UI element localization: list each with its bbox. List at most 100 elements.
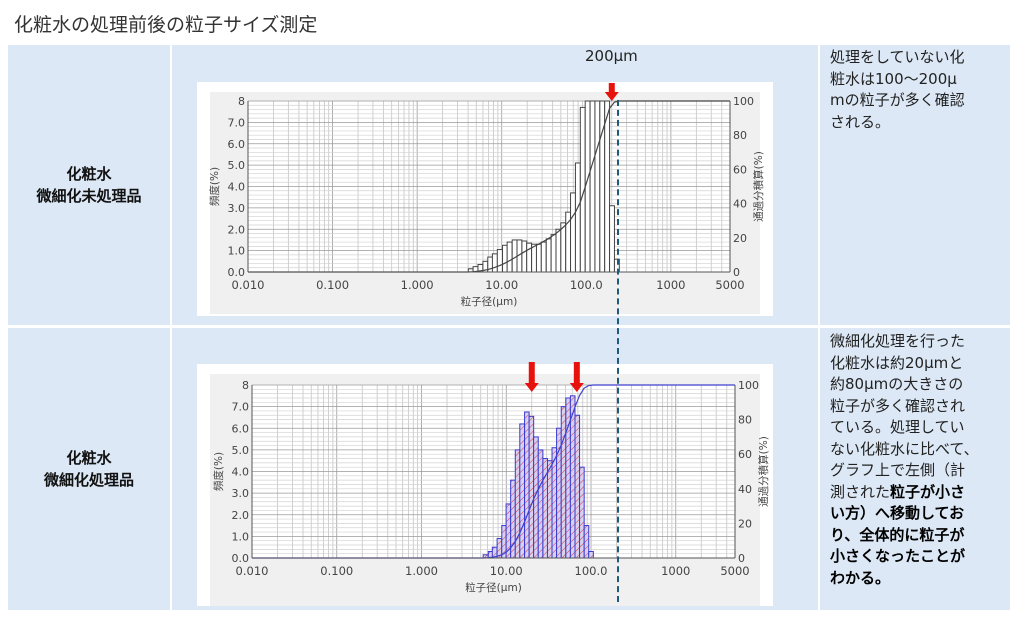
row-label-treated: 化粧水 微細化処理品	[8, 328, 170, 610]
histogram-bar	[506, 241, 513, 273]
y-tick-label: 8	[238, 95, 245, 108]
note-segment: い方）へ移動してお	[830, 504, 965, 522]
y-tick-label: 7.0	[232, 401, 250, 414]
note-segment: 小さくなったことが	[830, 547, 966, 565]
y-tick-label: 6.0	[228, 138, 246, 151]
note-line: ない化粧水に比べて、	[830, 439, 1010, 461]
x-tick-label: 1.000	[401, 278, 434, 292]
y-tick-label: 4.0	[228, 181, 246, 194]
histogram-bar	[555, 228, 562, 273]
y2-tick-label: 0	[738, 552, 745, 565]
x-tick-label: 10.00	[485, 278, 518, 292]
note-line: 粒子が多く確認され	[830, 396, 1010, 418]
histogram-bar	[560, 406, 567, 559]
note-line: 測された粒子が小さ	[830, 482, 1010, 504]
chart-panel-treated: 0.0 1.0 2.0 3.0 4.0 5.0 6.0 7.0 8 0 20 40 60 80 100 0.0…	[197, 364, 773, 606]
histogram-bar	[524, 411, 530, 559]
note-segment: 粧水は100〜200μ	[830, 69, 957, 88]
x-tick-label: 5000	[715, 278, 744, 292]
label-line: 微細化未処理品	[36, 187, 142, 205]
histogram-bar	[519, 423, 526, 559]
note-line: される。	[830, 112, 1010, 134]
x-tick-label: 100.0	[570, 278, 603, 292]
histogram-bar	[574, 414, 581, 559]
histogram-bar	[496, 249, 503, 273]
x-tick-label: 10.00	[490, 564, 523, 578]
y-tick-label: 8	[242, 379, 249, 392]
note-line: グラフ上で左側（計	[830, 460, 1010, 482]
note-line: り、全体的に粒子が	[830, 525, 1010, 547]
y2-tick-label: 60	[738, 448, 752, 461]
note-line: 約80μmの大きさの	[830, 374, 1010, 396]
y-axis-label: 頻度(%)	[212, 452, 225, 491]
y-tick-label: 1.0	[232, 530, 250, 543]
note-line: わかる。	[830, 568, 1010, 590]
y2-tick-label: 40	[738, 483, 752, 496]
y-tick-label: 6.0	[232, 422, 250, 435]
y2-tick-label: 100	[733, 95, 754, 108]
note-line: 処理をしていない化	[830, 47, 1010, 69]
note-segment: される。	[830, 112, 891, 131]
note-line: 小さくなったことが	[830, 546, 1010, 568]
histogram-bar	[546, 460, 553, 559]
histogram-bar	[583, 525, 590, 559]
note-segment: ている。処理してい	[830, 418, 965, 436]
y-tick-label: 5.0	[232, 444, 250, 457]
histogram-bar	[491, 253, 498, 273]
note-line: 化粧水は約20μmと	[830, 353, 1010, 375]
y-tick-label: 5.0	[228, 159, 246, 172]
y-tick-label: 2.0	[228, 223, 246, 236]
x-tick-label: 1000	[656, 278, 685, 292]
y-tick-label: 0.0	[228, 266, 246, 279]
note-segment: グラフ上で左側（計	[830, 461, 966, 479]
y-tick-label: 3.0	[228, 202, 246, 215]
y-tick-label: 1.0	[228, 245, 246, 258]
histogram-bar	[537, 449, 544, 559]
x-tick-label: 1000	[661, 564, 690, 578]
y-axis-label: 頻度(%)	[208, 167, 221, 206]
y-tick-label: 0.0	[232, 552, 250, 565]
x-tick-label: 0.010	[236, 564, 269, 578]
histogram-bar	[514, 449, 521, 559]
note-treated: 微細化処理を行った化粧水は約20μmと 約80μmの大きさの粒子が多く確認され てい…	[820, 328, 1010, 610]
note-line: 微細化処理を行った	[830, 331, 1010, 353]
note-line: mの粒子が多く確認	[830, 90, 1010, 112]
y2-tick-label: 0	[733, 266, 740, 279]
note-segment: 約80μmの大きさの	[830, 375, 964, 393]
x-tick-label: 0.100	[316, 278, 349, 292]
page-title: 化粧水の処理前後の粒子サイズ測定	[14, 14, 318, 36]
histogram-bar	[570, 192, 576, 273]
note-line: い方）へ移動してお	[830, 503, 1010, 525]
note-segment: り、全体的に粒子が	[830, 525, 965, 544]
x-tick-label: 1.000	[405, 564, 438, 578]
note-line: 粧水は100〜200μ	[830, 69, 1010, 91]
y2-tick-label: 60	[733, 163, 747, 176]
y2-axis-label: 通過分積算(%)	[752, 151, 765, 222]
cumulative-curve	[248, 100, 730, 273]
note-segment: 測された	[830, 482, 891, 501]
x-tick-label: 100.0	[575, 564, 608, 578]
note-segment: 処理をしていない化	[830, 48, 965, 66]
y2-tick-label: 80	[733, 129, 747, 142]
histogram-bar	[511, 239, 518, 273]
row-label-untreated: 化粧水 微細化未処理品	[8, 45, 170, 325]
x-tick-label: 0.100	[320, 564, 353, 578]
x-tick-label: 5000	[720, 564, 749, 578]
histogram-bar	[579, 466, 585, 559]
histogram-bar	[531, 243, 537, 273]
histogram-bar	[560, 222, 567, 273]
note-segment: 微細化処理を行った	[830, 332, 966, 350]
histogram-bar	[594, 100, 601, 273]
chart-treated: 0.01.02.03.04.05.06.07.080204060801000.0…	[210, 374, 770, 606]
histogram-bar	[589, 100, 596, 273]
y2-tick-label: 40	[733, 198, 747, 211]
y2-axis-label: 通過分積算(%)	[757, 436, 770, 507]
histogram-bar	[502, 244, 508, 273]
note-line: ている。処理してい	[830, 417, 1010, 439]
note-untreated: 処理をしていない化 粧水は100〜200μ mの粒子が多く確認 される。	[820, 45, 1010, 325]
y2-tick-label: 20	[733, 232, 747, 245]
histogram-bar	[535, 243, 542, 273]
histogram-bar	[604, 100, 611, 273]
note-segment: 粒子が小さ	[890, 482, 966, 501]
